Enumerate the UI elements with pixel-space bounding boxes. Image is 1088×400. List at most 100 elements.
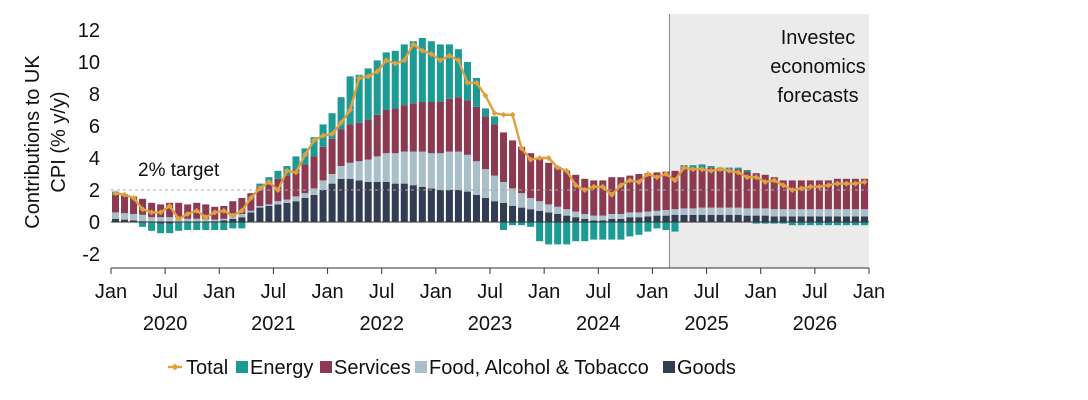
bar-goods xyxy=(545,212,553,222)
bar-energy xyxy=(382,52,390,110)
x-tick-label: Jul xyxy=(694,281,720,303)
x-tick-label: Jan xyxy=(311,281,343,303)
total-marker xyxy=(374,68,381,75)
bar-goods xyxy=(238,217,246,222)
bar-services xyxy=(770,177,778,210)
x-tick-label: Jan xyxy=(853,281,885,303)
total-marker xyxy=(437,57,444,64)
bar-food xyxy=(436,153,444,190)
bar-food xyxy=(500,182,508,203)
bar-food xyxy=(635,212,643,218)
total-marker xyxy=(446,52,453,59)
bar-services xyxy=(752,173,760,209)
bar-services xyxy=(572,174,580,212)
bar-food xyxy=(644,211,652,217)
total-marker xyxy=(581,187,588,193)
bar-goods xyxy=(770,216,778,222)
forecast-label-line: Investec xyxy=(781,27,855,49)
x-tick-label: Jan xyxy=(528,281,560,303)
x-tick-label: Jul xyxy=(802,281,828,303)
bar-food xyxy=(797,209,805,217)
y-tick-label: 4 xyxy=(89,148,100,170)
total-marker xyxy=(608,191,615,198)
total-marker xyxy=(320,132,327,139)
bar-energy xyxy=(355,74,363,123)
total-marker xyxy=(626,177,633,184)
bar-services xyxy=(166,202,174,218)
bar-food xyxy=(725,207,733,215)
total-marker xyxy=(690,166,697,173)
bar-goods xyxy=(590,220,598,222)
total-marker xyxy=(708,167,715,174)
total-marker xyxy=(834,180,841,187)
total-marker xyxy=(121,191,128,198)
total-marker xyxy=(590,183,597,190)
bar-goods xyxy=(409,185,417,222)
bar-goods xyxy=(346,178,354,222)
bar-energy xyxy=(364,68,372,120)
total-marker xyxy=(283,167,290,174)
year-label: 2023 xyxy=(468,313,513,335)
forecast-background xyxy=(669,14,869,268)
bar-energy xyxy=(626,222,634,237)
bar-services xyxy=(445,98,453,152)
bar-services xyxy=(626,175,634,213)
bar-energy xyxy=(518,222,526,226)
bar-goods xyxy=(833,216,841,222)
bar-services xyxy=(472,106,480,162)
total-marker xyxy=(139,206,146,213)
total-marker xyxy=(392,60,399,67)
total-marker xyxy=(789,187,796,193)
bar-goods xyxy=(247,212,255,222)
bar-energy xyxy=(202,222,210,230)
bar-services xyxy=(409,103,417,152)
total-marker xyxy=(500,111,507,118)
bar-services xyxy=(175,202,183,218)
bar-goods xyxy=(301,198,309,222)
bar-services xyxy=(581,178,589,214)
bar-services xyxy=(382,110,390,154)
bar-goods xyxy=(752,215,760,222)
total-marker xyxy=(302,151,309,158)
legend-item-food: Food, Alcohol & Tobacco xyxy=(415,357,649,379)
bar-energy xyxy=(860,222,869,226)
total-marker xyxy=(861,179,868,185)
bar-goods xyxy=(626,217,634,222)
bar-goods xyxy=(815,216,823,222)
total-marker xyxy=(617,182,624,189)
bar-goods xyxy=(725,214,733,222)
bar-food xyxy=(689,208,697,215)
bar-goods xyxy=(653,215,661,222)
total-marker xyxy=(202,214,209,221)
bar-services xyxy=(355,122,363,162)
bar-energy xyxy=(806,222,814,226)
bar-services xyxy=(833,178,841,210)
y-axis-title-line: CPI (% y/y) xyxy=(48,91,70,192)
total-marker xyxy=(644,171,651,177)
total-marker xyxy=(265,179,272,185)
bar-goods xyxy=(481,198,490,222)
x-tick-label: Jul xyxy=(585,281,611,303)
bar-goods xyxy=(581,218,589,222)
bar-food xyxy=(418,151,426,187)
bar-food xyxy=(698,207,706,215)
bar-services xyxy=(229,201,237,216)
bar-food xyxy=(139,214,147,222)
labels-layer: Investec economics forecasts 2% target -2 0 2 4… xyxy=(22,20,885,335)
bar-energy xyxy=(545,222,553,245)
bar-goods xyxy=(824,216,832,222)
bar-goods xyxy=(355,180,363,222)
legend-item-services: Services xyxy=(320,357,411,379)
bar-food xyxy=(788,209,796,217)
bar-energy xyxy=(644,222,652,232)
bar-goods xyxy=(400,183,408,222)
bar-food xyxy=(662,210,670,216)
total-marker xyxy=(274,187,281,193)
bar-goods xyxy=(166,222,174,224)
bar-food xyxy=(851,209,859,217)
total-marker xyxy=(780,182,787,189)
x-tick-label: Jan xyxy=(95,281,127,303)
legend-swatch-goods xyxy=(663,361,675,373)
bar-goods xyxy=(707,214,715,222)
total-marker xyxy=(311,137,318,144)
